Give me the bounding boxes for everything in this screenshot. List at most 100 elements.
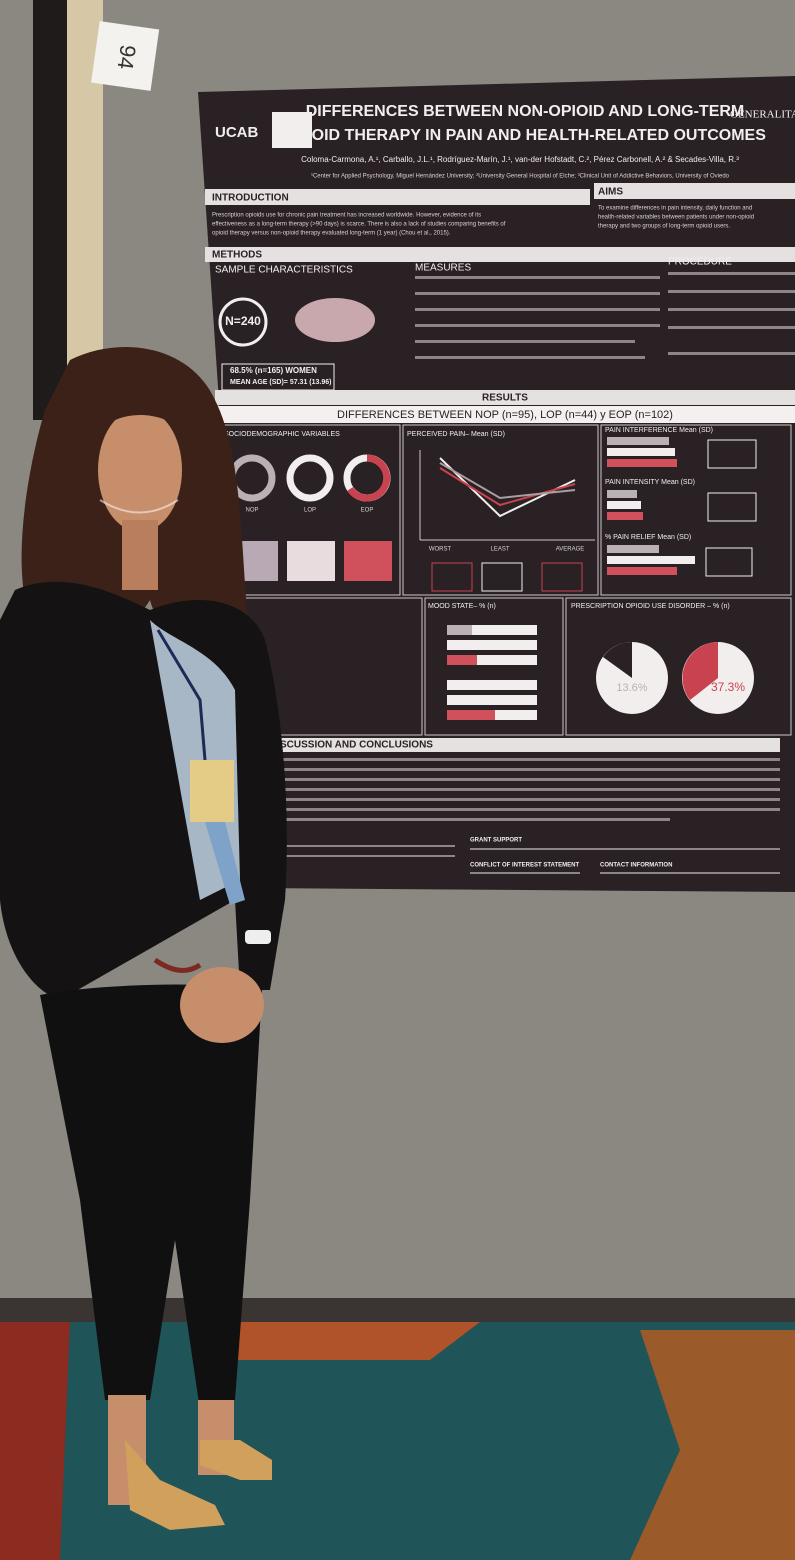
aims-text: To examine differences in pain intensity… <box>598 206 752 212</box>
text-line <box>285 845 455 847</box>
panel-title: PERCEIVED PAIN– Mean (SD) <box>407 431 505 438</box>
logo-left: UCAB <box>215 124 258 141</box>
sample-bubble <box>295 298 375 342</box>
section-bar <box>240 738 780 752</box>
authors: Coloma-Carmona, A.¹, Carballo, J.L.¹, Ro… <box>301 155 739 164</box>
group-label: LOP <box>304 508 316 514</box>
bar <box>607 437 669 445</box>
sandal <box>200 1440 272 1480</box>
sub-heading: MEASURES <box>415 263 471 274</box>
intro-text: opioid therapy versus non-opioid therapy… <box>212 231 451 237</box>
logo-mark <box>272 112 312 148</box>
pain-chart <box>419 450 595 541</box>
text-line <box>270 808 780 811</box>
sample-n: N=240 <box>225 314 261 328</box>
panel <box>600 424 792 596</box>
text-line <box>668 272 795 275</box>
panel-title: PAIN INTERFERENCE Mean (SD) <box>605 427 713 434</box>
text-line <box>270 758 780 761</box>
sample-age: MEAN AGE (SD)= 57.31 (13.96) <box>230 379 331 386</box>
watch <box>245 930 271 944</box>
text-line <box>668 352 795 355</box>
hands <box>180 967 264 1043</box>
hair-front <box>100 391 182 430</box>
bar <box>447 640 537 650</box>
bar <box>447 655 537 665</box>
text-line <box>470 872 580 874</box>
section-heading: AIMS <box>598 187 623 198</box>
aims-text: health-related variables between patient… <box>598 215 754 221</box>
bar <box>447 710 495 720</box>
bar <box>607 448 675 456</box>
panel <box>402 424 599 596</box>
text-line <box>470 848 780 850</box>
panel-title: MOOD STATE– % (n) <box>428 603 496 610</box>
footer-heading: CONTACT INFORMATION <box>600 863 672 869</box>
text-line <box>285 855 455 857</box>
pants <box>40 984 262 1410</box>
face <box>98 408 182 532</box>
aims-text: therapy and two groups of long-term opio… <box>598 224 730 230</box>
board-edge <box>33 0 67 420</box>
bar <box>607 490 637 498</box>
donut <box>286 454 334 502</box>
panel <box>424 597 564 736</box>
section-heading: DISCUSSION AND CONCLUSIONS <box>270 740 433 751</box>
sub-heading: SAMPLE CHARACTERISTICS <box>215 265 353 276</box>
text-line <box>415 340 635 343</box>
stat-box <box>481 562 523 592</box>
sandal <box>125 1440 225 1530</box>
stat-box <box>541 562 583 592</box>
bar <box>447 625 537 635</box>
stat-box <box>431 562 473 592</box>
bar <box>447 625 472 635</box>
section-bar <box>205 189 590 205</box>
sign-number: 94 <box>113 43 141 71</box>
pain-axis-label: WORST <box>429 547 452 553</box>
mood-bars <box>447 625 537 720</box>
pie-segment <box>603 642 632 678</box>
age-box <box>287 541 335 581</box>
neck <box>122 520 158 590</box>
pies <box>596 642 754 714</box>
text-line <box>415 308 660 311</box>
pie-label: 37.3% <box>711 680 745 694</box>
bracelet <box>153 957 202 973</box>
sign: 94 <box>91 21 160 91</box>
stat-box <box>707 492 757 522</box>
group-label: NOP <box>245 508 258 514</box>
section-heading: INTRODUCTION <box>212 193 289 204</box>
intro-text: effectiveness as a long-term therapy (>9… <box>212 222 506 228</box>
smile <box>99 499 179 514</box>
conclusions-text <box>270 758 780 874</box>
carpet-pattern <box>200 1322 480 1360</box>
pain-line <box>439 462 576 500</box>
text-line <box>270 818 670 821</box>
results-title: DIFFERENCES BETWEEN NOP (n=95), LOP (n=4… <box>337 409 673 421</box>
bar <box>447 655 477 665</box>
carpet-red <box>0 1322 70 1560</box>
intro-text: Prescription opioids use for chronic pai… <box>212 213 481 219</box>
measures-text <box>415 272 795 359</box>
affiliations: ¹Center for Applied Psychology, Miguel H… <box>311 174 730 180</box>
text-line <box>415 356 645 359</box>
pain-axis-label: AVERAGE <box>556 547 585 553</box>
bar <box>607 545 659 553</box>
donut-segment <box>347 454 391 502</box>
stat-box <box>707 439 757 469</box>
poster-title: OPIOID THERAPY IN PAIN AND HEALTH-RELATE… <box>284 127 766 144</box>
sample-circle <box>218 297 268 347</box>
bar <box>607 556 695 564</box>
text-line <box>270 778 780 781</box>
logo-right: GENERALITAT VALENCIANA <box>730 109 795 121</box>
panel-title: PRESCRIPTION OPIOID USE DISORDER – % (n) <box>571 603 730 610</box>
badge <box>190 760 234 822</box>
bar <box>607 501 641 509</box>
text-line <box>600 872 780 874</box>
bar <box>447 695 537 705</box>
ribbon <box>205 822 245 905</box>
text-line <box>270 788 780 791</box>
